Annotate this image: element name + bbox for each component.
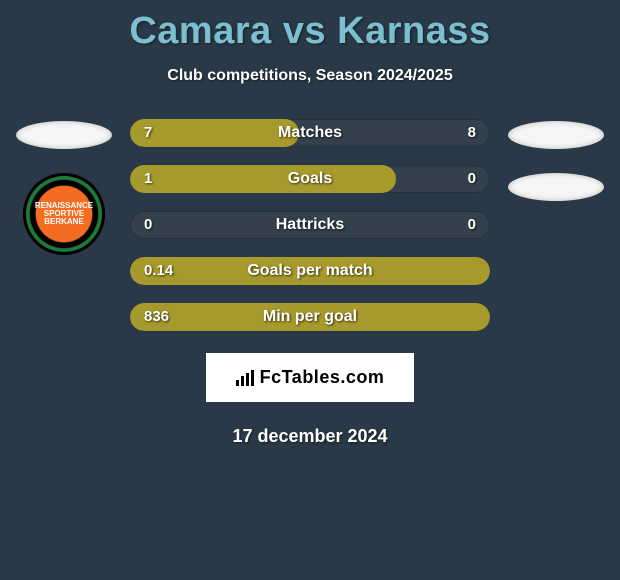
site-logo: FcTables.com xyxy=(0,353,620,402)
stat-right-value: 0 xyxy=(468,165,476,193)
left-club-badge-text: RENAISSANCE SPORTIVE BERKANE xyxy=(23,173,105,255)
stat-row-min-per-goal: 836 Min per goal xyxy=(130,303,490,331)
right-player-placeholder-icon xyxy=(508,121,604,149)
stat-row-hattricks: 0 Hattricks 0 xyxy=(130,211,490,239)
stat-bars: 7 Matches 8 1 Goals 0 0 Hattricks 0 0.14… xyxy=(114,119,506,331)
snapshot-date: 17 december 2024 xyxy=(0,426,620,447)
right-player-column xyxy=(506,119,606,201)
left-club-badge-icon: RENAISSANCE SPORTIVE BERKANE xyxy=(23,173,105,255)
stat-label: Hattricks xyxy=(130,211,490,239)
right-club-placeholder-icon xyxy=(508,173,604,201)
stat-row-matches: 7 Matches 8 xyxy=(130,119,490,147)
comparison-section: RENAISSANCE SPORTIVE BERKANE 7 Matches 8… xyxy=(0,119,620,331)
stat-label: Goals xyxy=(130,165,490,193)
left-player-column: RENAISSANCE SPORTIVE BERKANE xyxy=(14,119,114,255)
left-player-placeholder-icon xyxy=(16,121,112,149)
page-title: Camara vs Karnass xyxy=(0,0,620,53)
stat-right-value: 8 xyxy=(468,119,476,147)
stat-label: Matches xyxy=(130,119,490,147)
stat-label: Goals per match xyxy=(130,257,490,285)
site-logo-text: FcTables.com xyxy=(260,367,385,387)
site-logo-inner: FcTables.com xyxy=(206,353,415,402)
stat-right-value: 0 xyxy=(468,211,476,239)
bar-chart-icon xyxy=(236,370,256,386)
stat-row-goals-per-match: 0.14 Goals per match xyxy=(130,257,490,285)
page-subtitle: Club competitions, Season 2024/2025 xyxy=(0,67,620,85)
stat-label: Min per goal xyxy=(130,303,490,331)
stat-row-goals: 1 Goals 0 xyxy=(130,165,490,193)
